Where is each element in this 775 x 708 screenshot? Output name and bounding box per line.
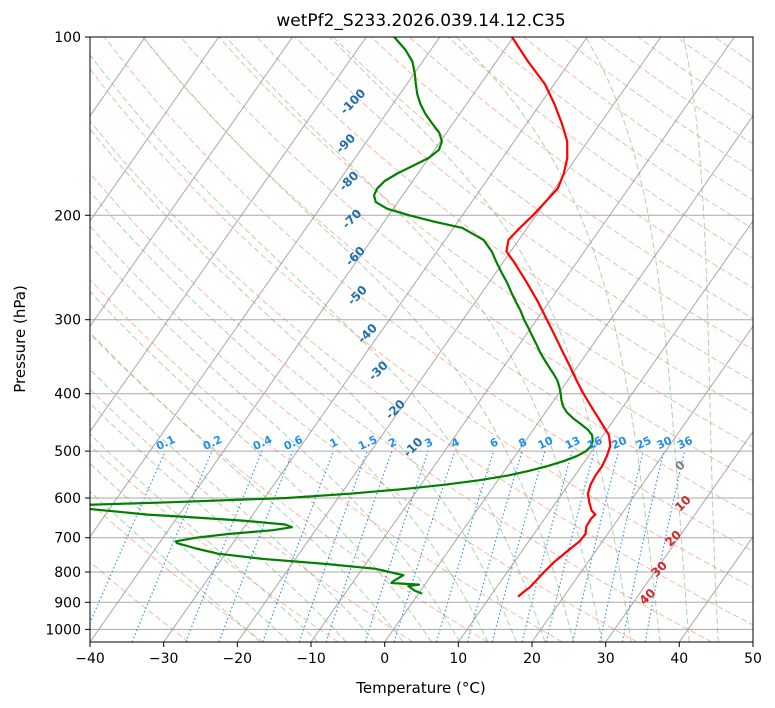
plot-frame (89, 36, 754, 643)
x-tick-label: 20 (523, 651, 541, 667)
moist-adiabat-line (90, 190, 489, 642)
mixing-ratio-label: 30 (655, 434, 675, 452)
moist-adiabat-line (90, 402, 347, 642)
y-axis-label: Pressure (hPa) (11, 285, 29, 393)
dry-adiabat-line (370, 37, 753, 320)
dry-adiabat-line (90, 172, 712, 642)
y-tick-label: 500 (54, 444, 81, 460)
temperature-trace (505, 37, 612, 598)
mixing-ratio-line (185, 450, 263, 642)
dry-adiabat-line (104, 37, 753, 552)
mixing-ratio-line (218, 450, 294, 642)
mixing-ratio-line (262, 450, 334, 642)
mixing-ratio-label: 16 (585, 434, 605, 452)
isotherm-line (163, 37, 588, 642)
x-axis: −40 −30 −20 −10 0 10 20 30 40 50 (75, 642, 762, 667)
mixing-ratio-label: 36 (675, 434, 695, 452)
moist-adiabat-line (90, 368, 376, 642)
dry-adiabat-line (90, 120, 753, 626)
isobar-grid (90, 214, 753, 630)
mixing-ratio-label: 20 (609, 434, 629, 452)
moist-adiabat-line (225, 37, 603, 642)
moist-adiabat-line (90, 331, 404, 642)
x-tick-label: −10 (296, 651, 326, 667)
y-tick-label: 200 (54, 208, 81, 224)
mixing-ratio-line (521, 450, 573, 642)
x-tick-label: 50 (744, 651, 762, 667)
moist-adiabats (90, 37, 719, 642)
dry-adiabat-line (90, 333, 488, 642)
dewpoint-trace (90, 37, 594, 595)
mixing-ratio-line (364, 450, 429, 642)
y-tick-label: 900 (54, 595, 81, 611)
dry-adiabat-line (256, 37, 753, 415)
isotherm-line (531, 325, 753, 642)
mixing-ratio-line (545, 450, 595, 642)
isotherm-line (90, 37, 220, 222)
x-tick-label: 10 (449, 651, 467, 667)
x-tick-label: −30 (149, 651, 179, 667)
mixing-ratio-label: 25 (634, 434, 653, 452)
y-tick-label: 400 (54, 387, 81, 403)
mixing-ratio-label: 13 (563, 434, 582, 452)
moist-adiabat-line (683, 37, 719, 642)
y-tick-label: 800 (54, 565, 81, 581)
dry-adiabat-line (90, 68, 753, 589)
mixing-ratio-line (572, 450, 620, 642)
moist-adiabat-line (90, 244, 461, 642)
dry-adiabat-line (90, 561, 190, 642)
y-tick-label: 600 (54, 491, 81, 507)
moist-adiabat-line (585, 37, 690, 642)
mixing-ratio-line (466, 450, 523, 642)
dry-adiabat-line (90, 225, 638, 642)
isotherm-line (457, 220, 753, 642)
mixing-ratio-label: 10 (536, 434, 556, 452)
x-tick-label: 40 (670, 651, 688, 667)
dry-adiabat-line (142, 37, 753, 517)
mixing-ratio-line (131, 450, 213, 642)
y-tick-label: 1000 (45, 622, 81, 638)
isotherm-line (90, 37, 367, 433)
x-axis-label: Temperature (°C) (355, 679, 485, 697)
isotherm-line (384, 114, 753, 642)
isotherm-line (90, 37, 293, 328)
mixing-ratio-line (325, 450, 393, 642)
moist-adiabat-line (329, 37, 632, 642)
isotherm-grid (90, 37, 753, 642)
y-tick-label: 700 (54, 531, 81, 547)
sounding-traces (90, 37, 612, 598)
isotherm-line (90, 37, 514, 642)
y-tick-label: 300 (54, 313, 81, 329)
chart-title: wetPf2_S233.2026.039.14.12.C35 (276, 11, 565, 31)
x-tick-label: 30 (597, 651, 615, 667)
isotherm-line (605, 430, 753, 642)
y-tick-label: 100 (54, 30, 81, 46)
y-axis: 100 200 300 400 500 600 700 800 900 1000 (45, 30, 90, 638)
isotherm-line (310, 37, 735, 642)
isotherm-line (236, 37, 662, 642)
isotherm-line (678, 535, 753, 642)
x-tick-label: 0 (380, 651, 389, 667)
mixing-ratio-line (90, 450, 166, 625)
mixing-ratio-line (435, 450, 495, 642)
moist-adiabat-line (456, 37, 661, 642)
isotherm-line (90, 37, 441, 538)
dry-adiabat-line (180, 37, 753, 482)
moist-adiabat-line (90, 490, 261, 642)
mixing-ratio-line (599, 450, 644, 642)
dry-adiabat-line (294, 37, 753, 382)
plot-area: 0.1 0.2 0.4 0.6 1 1.5 2 3 4 6 8 10 13 16 20 25 30 36-100-… (90, 37, 753, 642)
x-tick-label: −40 (75, 651, 105, 667)
moist-adiabat-line (143, 37, 575, 642)
x-tick-label: −20 (223, 651, 253, 667)
dry-adiabat-line (90, 278, 563, 642)
dry-adiabat-line (218, 37, 753, 448)
moist-adiabat-line (90, 53, 546, 642)
